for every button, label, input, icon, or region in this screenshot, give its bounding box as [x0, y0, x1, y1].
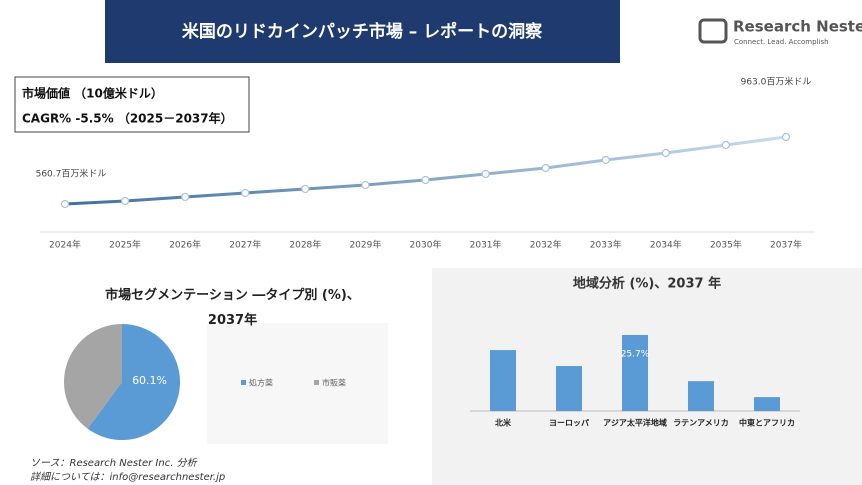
point [181, 192, 190, 202]
point [120, 196, 130, 206]
legend-marker [314, 380, 319, 385]
bar [556, 366, 582, 411]
x-tick-label: ラテンアメリカ [673, 419, 729, 428]
logo-tagline: Connect. Lead. Accomplish [734, 38, 829, 46]
data-label: 25.7% [621, 350, 650, 360]
point [361, 180, 370, 190]
point [301, 184, 310, 194]
x-tick-label: アジア太平洋地域 [603, 418, 667, 428]
bar [622, 335, 648, 411]
x-tick-label: 北米 [495, 418, 512, 428]
x-tick-label: 2030年 [410, 239, 442, 251]
pie-slice [87, 324, 180, 440]
point [421, 175, 430, 185]
market-value: 市場価値 （10億米ドル） [22, 86, 163, 101]
x-tick-label: ヨーロッパ [549, 418, 589, 428]
pie-title: 市場セグメンテーション ―タイプ別 (%)、2037年 [105, 288, 360, 328]
data-label: 963.0百万米ドル [741, 76, 812, 88]
point [661, 148, 670, 158]
data-label: 60.1% [132, 374, 167, 387]
legend-label: 処方薬 [249, 378, 273, 388]
chart-title: 地域分析 (%)、2037 年 [573, 276, 721, 292]
bar [490, 350, 516, 411]
legend-marker [241, 380, 246, 385]
x-tick-label: 2031年 [470, 239, 502, 251]
data-label: 560.7百万米ドル [36, 168, 107, 180]
logo-icon [698, 18, 728, 44]
footer-contact: 詳細については：info@researchnester.jp [30, 471, 225, 483]
pie-slice [63, 324, 122, 429]
point [781, 132, 791, 142]
pie-legend-box [207, 323, 388, 444]
x-tick-label: 2033年 [590, 239, 622, 251]
x-tick-label: 2026年 [169, 239, 201, 251]
x-tick-label: 2037年 [770, 239, 802, 251]
cagr: CAGR% -5.5% （2025－2037年） [22, 111, 233, 126]
x-tick-label: 2027年 [229, 239, 261, 251]
x-tick-label: 2032年 [530, 239, 562, 251]
point [60, 199, 70, 209]
info-box [14, 76, 250, 133]
header-bar [105, 0, 620, 63]
header-title: 米国のリドカインパッチ市場 – レポートの洞察 [182, 21, 543, 42]
point [481, 169, 490, 179]
x-tick-label: 2024年 [49, 239, 81, 251]
x-tick-label: 2034年 [650, 239, 682, 251]
legend-label: 市販薬 [322, 378, 346, 388]
point [601, 155, 610, 165]
x-tick-label: 2025年 [109, 239, 141, 251]
x-tick-label: 2028年 [289, 239, 321, 251]
footer-source: ソース：Research Nester Inc. 分析 [30, 457, 198, 469]
bar [688, 381, 714, 411]
x-tick-label: 中東とアフリカ [739, 418, 795, 428]
logo-name: Research Nester [733, 18, 862, 36]
bar [754, 397, 780, 411]
x-tick-label: 2035年 [710, 239, 742, 251]
x-tick-label: 2029年 [349, 239, 381, 251]
point [541, 163, 550, 173]
line [64, 135, 787, 206]
point [721, 140, 731, 150]
point [241, 188, 250, 198]
